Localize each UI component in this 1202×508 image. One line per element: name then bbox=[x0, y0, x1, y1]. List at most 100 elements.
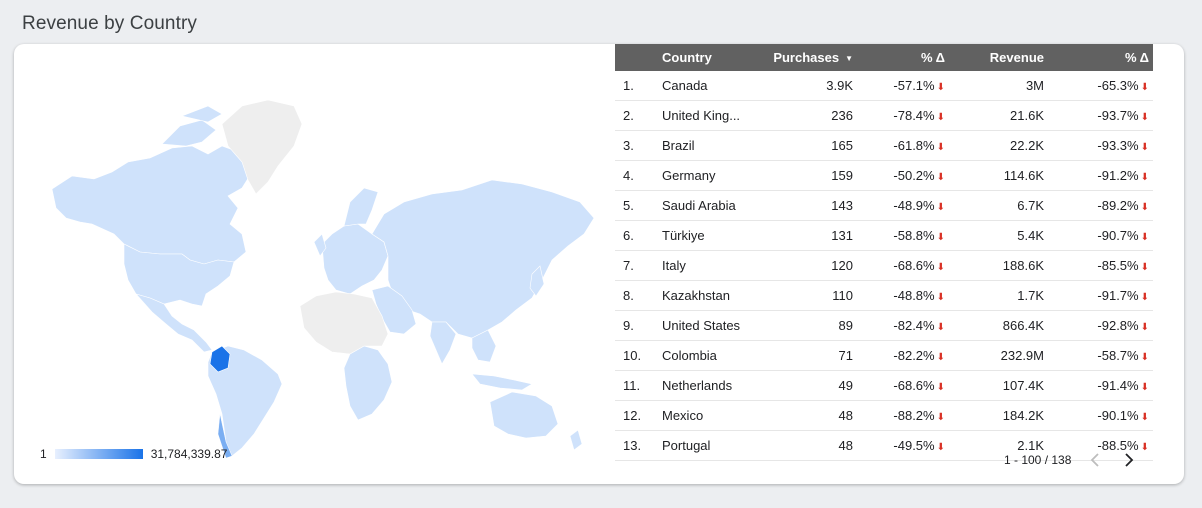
table-row[interactable]: 1. Canada 3.9K -57.1% ⬇ 3M -65.3% ⬇ bbox=[615, 71, 1153, 101]
row-purchases: 48 bbox=[767, 438, 853, 453]
row-pct-change-1: -78.4% ⬇ bbox=[853, 108, 945, 123]
row-purchases-text: 48 bbox=[838, 438, 853, 453]
row-revenue: 2.1K bbox=[945, 438, 1044, 453]
row-pct-change-1: -88.2% ⬇ bbox=[853, 408, 945, 423]
table-row[interactable]: 13. Portugal 48 -49.5% ⬇ 2.1K -88.5% ⬇ bbox=[615, 431, 1153, 461]
row-revenue: 188.6K bbox=[945, 258, 1044, 273]
row-pct-change-1: -68.6% ⬇ bbox=[853, 258, 945, 273]
row-country-text: Netherlands bbox=[662, 378, 733, 393]
table-header: Country Purchases ▼ % Δ Revenue % Δ bbox=[615, 44, 1153, 71]
region-mexico bbox=[135, 293, 213, 353]
row-pct-change-2: -91.2% ⬇ bbox=[1044, 168, 1151, 183]
table-body: 1. Canada 3.9K -57.1% ⬇ 3M -65.3% ⬇ 2. United Kin… bbox=[615, 71, 1153, 461]
row-index: 12. bbox=[615, 408, 662, 423]
arrow-down-icon: ⬇ bbox=[936, 382, 945, 393]
row-index: 13. bbox=[615, 438, 662, 453]
table-row[interactable]: 3. Brazil 165 -61.8% ⬇ 22.2K -93.3% ⬇ bbox=[615, 131, 1153, 161]
table-row[interactable]: 5. Saudi Arabia 143 -48.9% ⬇ 6.7K -89.2% ⬇ bbox=[615, 191, 1153, 221]
arrow-down-icon: ⬇ bbox=[1140, 262, 1149, 273]
row-pct-change-2: -92.8% ⬇ bbox=[1044, 318, 1151, 333]
row-purchases-text: 110 bbox=[832, 288, 853, 303]
row-index-text: 1. bbox=[623, 78, 634, 93]
row-purchases: 165 bbox=[767, 138, 853, 153]
row-country-text: Türkiye bbox=[662, 228, 705, 243]
row-pct-change-2: -93.3% ⬇ bbox=[1044, 138, 1151, 153]
table-row[interactable]: 9. United States 89 -82.4% ⬇ 866.4K -92.8% ⬇ bbox=[615, 311, 1153, 341]
row-purchases: 71 bbox=[767, 348, 853, 363]
row-revenue: 184.2K bbox=[945, 408, 1044, 423]
arrow-down-icon: ⬇ bbox=[1140, 172, 1149, 183]
arrow-down-icon: ⬇ bbox=[936, 322, 945, 333]
arrow-down-icon: ⬇ bbox=[1140, 442, 1149, 453]
row-revenue-text: 22.2K bbox=[1010, 138, 1044, 153]
row-revenue-text: 5.4K bbox=[1017, 228, 1044, 243]
region-arctic-islands-2 bbox=[180, 105, 223, 123]
row-purchases: 120 bbox=[767, 258, 853, 273]
row-pct-change-1-text: -82.4% bbox=[893, 318, 935, 333]
row-pct-change-1-text: -48.8% bbox=[893, 288, 935, 303]
row-pct-change-1: -48.9% ⬇ bbox=[853, 198, 945, 213]
table-row[interactable]: 12. Mexico 48 -88.2% ⬇ 184.2K -90.1% ⬇ bbox=[615, 401, 1153, 431]
world-map[interactable] bbox=[32, 84, 602, 464]
header-country[interactable]: Country bbox=[662, 50, 712, 65]
arrow-down-icon: ⬇ bbox=[1140, 82, 1149, 93]
row-purchases-text: 143 bbox=[831, 198, 853, 213]
row-country-text: Colombia bbox=[662, 348, 717, 363]
region-north-africa bbox=[299, 291, 389, 355]
row-revenue: 22.2K bbox=[945, 138, 1044, 153]
chevron-left-icon[interactable] bbox=[1085, 450, 1105, 470]
row-pct-change-1-text: -82.2% bbox=[893, 348, 935, 363]
row-revenue: 107.4K bbox=[945, 378, 1044, 393]
header-revenue[interactable]: Revenue bbox=[989, 50, 1044, 65]
row-country: Italy bbox=[662, 258, 767, 273]
row-index: 3. bbox=[615, 138, 662, 153]
row-pct-change-1: -61.8% ⬇ bbox=[853, 138, 945, 153]
chevron-right-icon[interactable] bbox=[1119, 450, 1139, 470]
table-row[interactable]: 8. Kazakhstan 110 -48.8% ⬇ 1.7K -91.7% ⬇ bbox=[615, 281, 1153, 311]
row-country: Brazil bbox=[662, 138, 767, 153]
row-country-text: Kazakhstan bbox=[662, 288, 730, 303]
sort-desc-icon: ▼ bbox=[845, 54, 853, 63]
row-pct-change-1: -58.8% ⬇ bbox=[853, 228, 945, 243]
table-row[interactable]: 11. Netherlands 49 -68.6% ⬇ 107.4K -91.4% ⬇ bbox=[615, 371, 1153, 401]
header-pct-change-2[interactable]: % Δ bbox=[1124, 50, 1149, 65]
arrow-down-icon: ⬇ bbox=[936, 292, 945, 303]
row-purchases: 89 bbox=[767, 318, 853, 333]
row-index-text: 5. bbox=[623, 198, 634, 213]
header-purchases[interactable]: Purchases ▼ bbox=[767, 50, 853, 65]
header-pct-change-1[interactable]: % Δ bbox=[920, 50, 945, 65]
region-chile bbox=[217, 413, 233, 459]
row-index: 11. bbox=[615, 378, 662, 393]
world-map-svg bbox=[51, 99, 595, 459]
row-purchases: 48 bbox=[767, 408, 853, 423]
table-row[interactable]: 7. Italy 120 -68.6% ⬇ 188.6K -85.5% ⬇ bbox=[615, 251, 1153, 281]
table-row[interactable]: 4. Germany 159 -50.2% ⬇ 114.6K -91.2% ⬇ bbox=[615, 161, 1153, 191]
row-country: Kazakhstan bbox=[662, 288, 767, 303]
arrow-down-icon: ⬇ bbox=[936, 262, 945, 273]
row-index-text: 8. bbox=[623, 288, 634, 303]
row-country-text: Canada bbox=[662, 78, 708, 93]
row-revenue: 114.6K bbox=[945, 168, 1044, 183]
row-pct-change-2-text: -85.5% bbox=[1097, 258, 1139, 273]
pagination-text: 1 - 100 / 138 bbox=[1004, 453, 1072, 467]
table-row[interactable]: 10. Colombia 71 -82.2% ⬇ 232.9M -58.7% ⬇ bbox=[615, 341, 1153, 371]
row-revenue-text: 21.6K bbox=[1010, 108, 1044, 123]
row-purchases-text: 48 bbox=[838, 408, 853, 423]
row-pct-change-1: -82.4% ⬇ bbox=[853, 318, 945, 333]
arrow-down-icon: ⬇ bbox=[1140, 412, 1149, 423]
row-purchases-text: 159 bbox=[831, 168, 853, 183]
row-pct-change-2: -65.3% ⬇ bbox=[1044, 78, 1151, 93]
row-country: United States bbox=[662, 318, 767, 333]
row-country: Netherlands bbox=[662, 378, 767, 393]
region-australia bbox=[489, 391, 559, 439]
row-pct-change-1-text: -61.8% bbox=[893, 138, 935, 153]
row-purchases: 131 bbox=[767, 228, 853, 243]
row-pct-change-2-text: -92.8% bbox=[1097, 318, 1139, 333]
row-country-text: Brazil bbox=[662, 138, 695, 153]
region-africa-south bbox=[343, 345, 393, 421]
country-table: Country Purchases ▼ % Δ Revenue % Δ 1. Can… bbox=[615, 44, 1153, 461]
table-row[interactable]: 2. United King... 236 -78.4% ⬇ 21.6K -93.7% ⬇ bbox=[615, 101, 1153, 131]
table-row[interactable]: 6. Türkiye 131 -58.8% ⬇ 5.4K -90.7% ⬇ bbox=[615, 221, 1153, 251]
row-pct-change-2: -85.5% ⬇ bbox=[1044, 258, 1151, 273]
legend-min: 1 bbox=[40, 447, 47, 461]
